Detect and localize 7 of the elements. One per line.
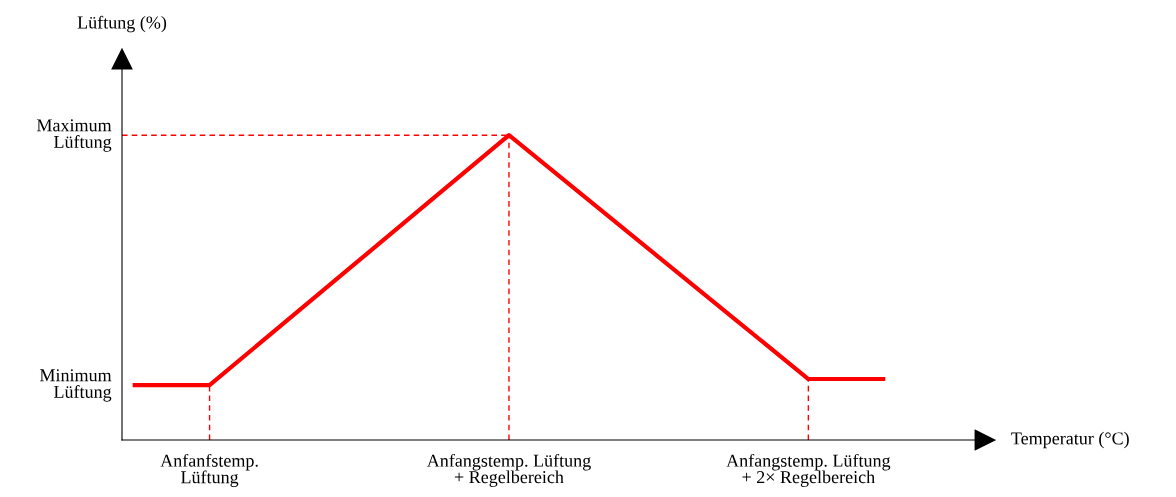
x-tick-label: Anfanfstemp. Lüftung <box>160 453 258 488</box>
text: Lüftung (%) <box>77 15 167 33</box>
x-tick-label: Anfangstemp. Lüftung + Regelbereich <box>426 453 591 487</box>
x-axis-title: Temperatur (°C) <box>1011 431 1129 449</box>
text: Minimum Lüftung <box>39 369 112 402</box>
x-tick-label: Anfangstemp. Lüftung + 2× Regelbereich <box>726 453 891 487</box>
text: Maximum Lüftung <box>36 119 112 152</box>
